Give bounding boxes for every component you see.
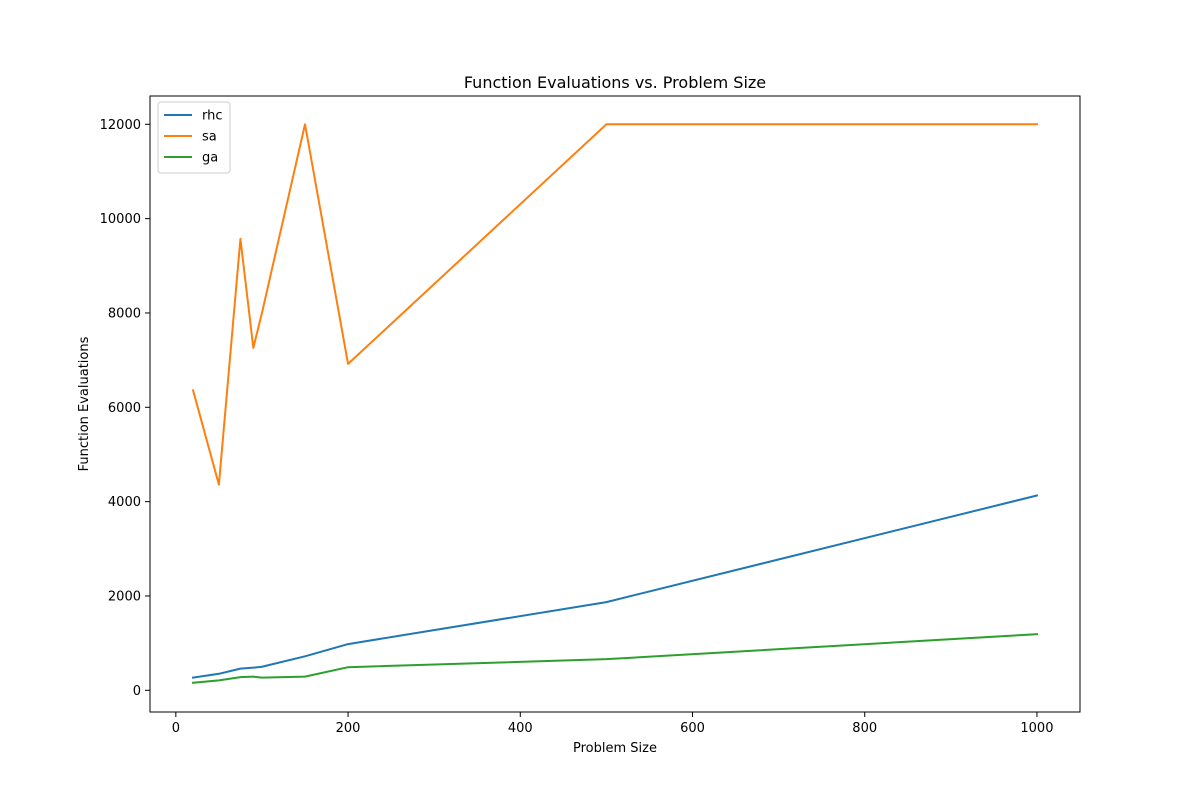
series-line-sa (191, 123, 1038, 486)
series-line-ga (191, 633, 1038, 684)
chart-title: Function Evaluations vs. Problem Size (464, 73, 766, 92)
series-line-rhc (191, 494, 1039, 679)
plot-area: 0 200 400 600 800 100002000400060008000100001… (100, 95, 1081, 736)
y-axis-label: Function Evaluations (77, 336, 92, 471)
y-tick-label: 8000 (108, 306, 141, 321)
y-tick-label: 2000 (108, 589, 141, 604)
x-tick-label: 400 (508, 721, 533, 736)
x-axis-label: Problem Size (573, 741, 657, 756)
legend-label-ga: ga (202, 151, 218, 166)
x-tick-label: 600 (680, 721, 705, 736)
y-tick-label: 12000 (100, 118, 141, 133)
y-tick-label: 4000 (108, 495, 141, 510)
y-tick-label: 0 (133, 684, 141, 699)
x-tick-label: 800 (852, 721, 877, 736)
legend-label-rhc: rhc (202, 109, 223, 124)
legend: rhc sa ga (157, 101, 231, 174)
axes-layer: 0 200 400 600 800 100002000400060008000100001… (100, 95, 1081, 736)
plot-frame (149, 95, 1081, 713)
x-tick-label: 200 (336, 721, 361, 736)
legend-box (157, 101, 231, 174)
x-tick-label: 0 (172, 721, 180, 736)
series-layer (191, 123, 1039, 684)
y-tick-label: 10000 (100, 212, 141, 227)
x-tick-label: 1000 (1020, 721, 1053, 736)
y-tick-label: 6000 (108, 401, 141, 416)
legend-label-sa: sa (202, 130, 217, 145)
